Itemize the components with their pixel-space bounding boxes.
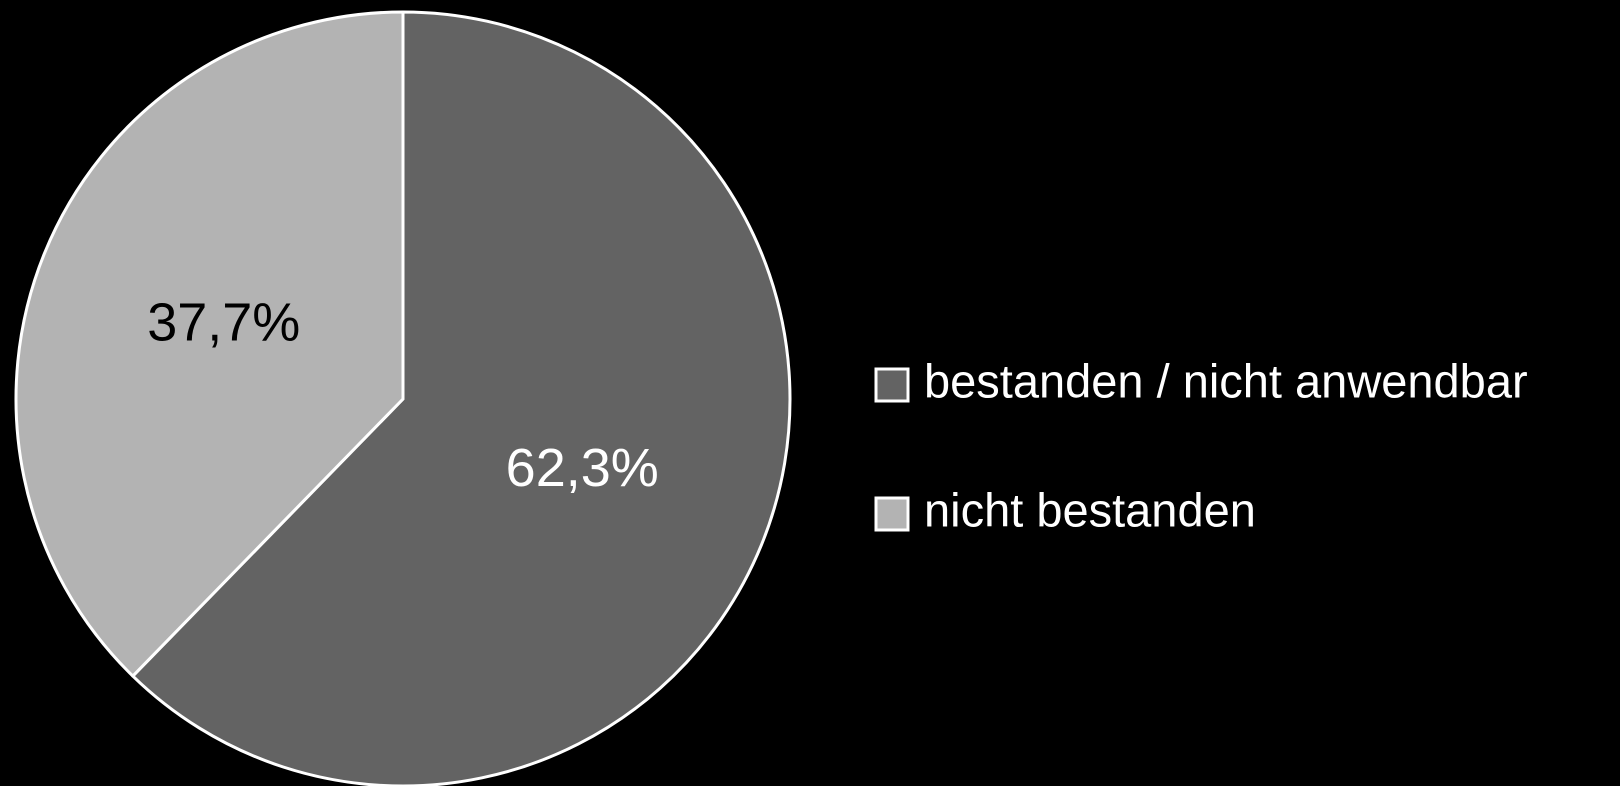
data-label: 62,3% <box>506 438 659 498</box>
pie-slice <box>14 10 405 678</box>
legend-label: nicht bestanden <box>924 483 1256 536</box>
data-label: 37,7% <box>147 292 300 352</box>
legend-label: bestanden / nicht anwendbar <box>924 354 1528 407</box>
legend-swatch <box>874 367 910 403</box>
legend-swatch <box>874 496 910 532</box>
pie-slice <box>131 10 792 786</box>
